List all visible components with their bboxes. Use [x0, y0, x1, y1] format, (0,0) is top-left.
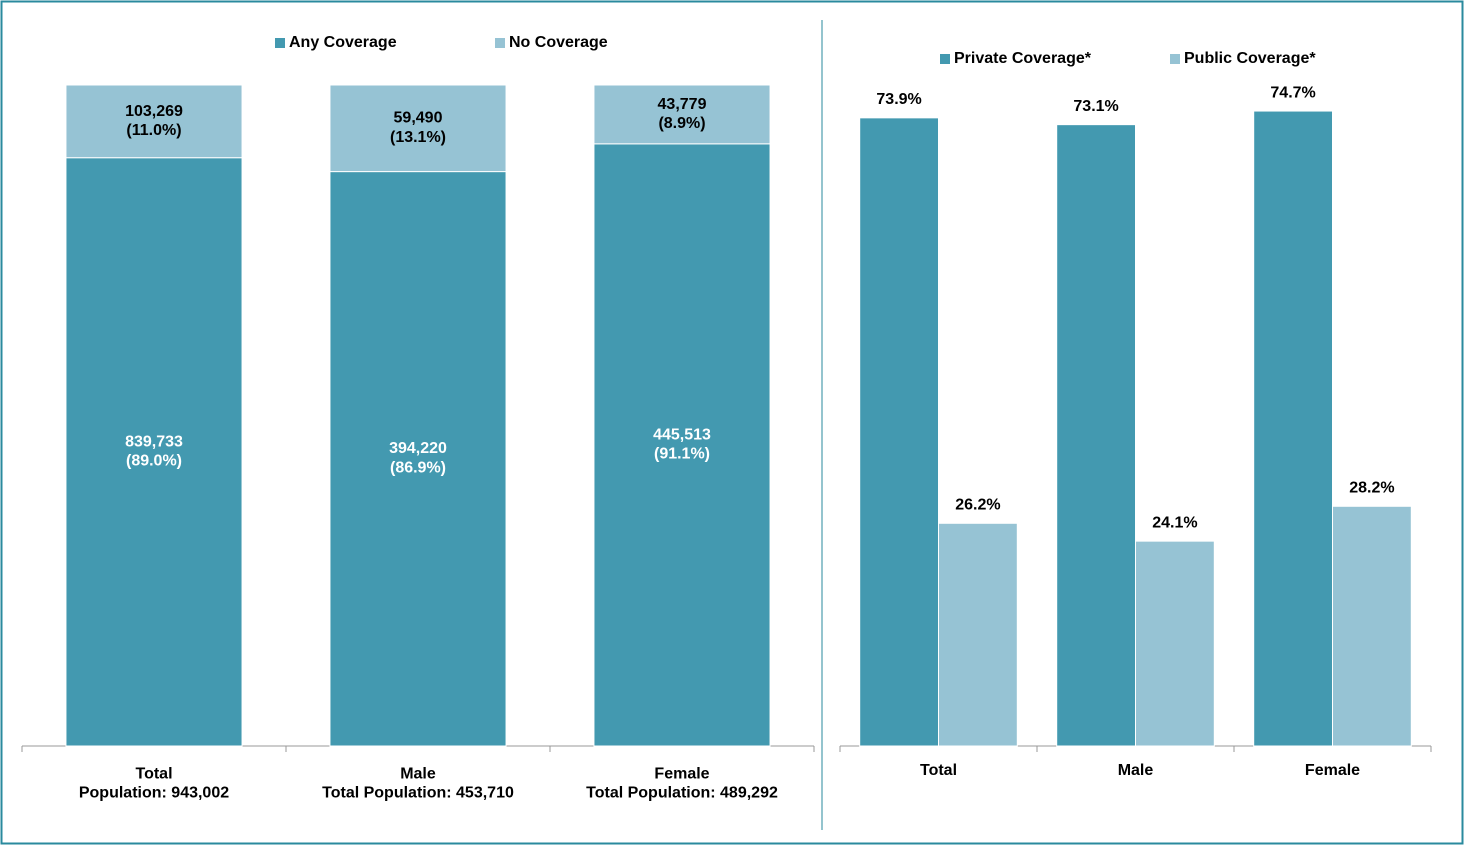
data-label: 839,733 (89.0%) — [125, 433, 183, 469]
legend-swatch — [1170, 54, 1180, 64]
data-label: 445,513 (91.1%) — [653, 427, 711, 463]
x-tick-label: Female — [1305, 762, 1360, 779]
data-label: 59,490 (13.1%) — [390, 110, 446, 146]
legend-swatch — [940, 54, 950, 64]
bar-segment — [329, 84, 507, 173]
bar — [1253, 110, 1333, 747]
legend-swatch — [495, 38, 505, 48]
data-label: 73.9% — [876, 91, 921, 108]
x-tick-label: Female Total Population: 489,292 — [586, 766, 778, 802]
legend-label: Any Coverage — [289, 34, 397, 51]
bar — [938, 522, 1018, 747]
bar-segment — [329, 171, 507, 747]
data-label: 103,269 (11.0%) — [125, 103, 183, 139]
bar-segment — [65, 84, 243, 159]
data-label: 28.2% — [1349, 480, 1394, 497]
data-label: 43,779 (8.9%) — [658, 96, 707, 132]
legend-swatch — [275, 38, 285, 48]
bar — [1135, 540, 1215, 747]
legend-label: No Coverage — [509, 34, 608, 51]
bar — [859, 117, 940, 747]
bar — [1332, 505, 1412, 747]
data-label: 74.7% — [1270, 84, 1315, 101]
data-label: 394,220 (86.9%) — [389, 440, 447, 476]
legend-label: Public Coverage* — [1184, 50, 1316, 67]
bar — [1056, 124, 1136, 747]
x-tick-label: Total Population: 943,002 — [79, 766, 229, 802]
x-tick-label: Male Total Population: 453,710 — [322, 766, 514, 802]
data-label: 26.2% — [955, 497, 1000, 514]
x-tick-label: Total — [920, 762, 957, 779]
x-tick-label: Male — [1118, 762, 1154, 779]
bar-segment — [593, 84, 771, 145]
legend-label: Private Coverage* — [954, 50, 1092, 67]
data-label: 73.1% — [1073, 98, 1118, 115]
bar-segment — [593, 143, 771, 747]
data-label: 24.1% — [1152, 514, 1197, 531]
